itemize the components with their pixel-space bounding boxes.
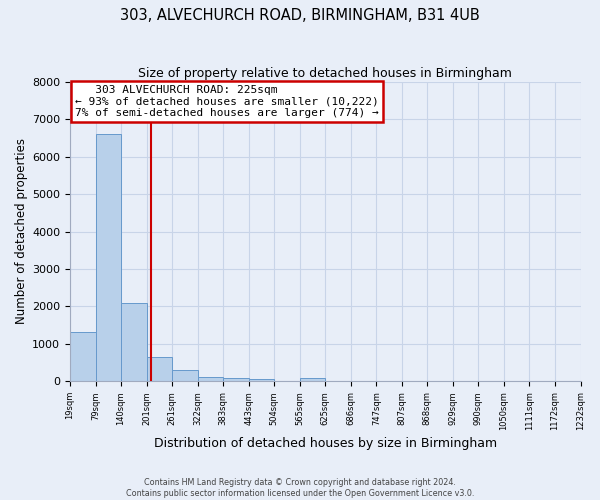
Bar <box>146 357 172 382</box>
Y-axis label: Number of detached properties: Number of detached properties <box>15 138 28 324</box>
Bar <box>223 378 248 382</box>
Bar <box>197 377 223 382</box>
Bar <box>300 378 325 382</box>
Bar <box>121 304 146 382</box>
Text: 303 ALVECHURCH ROAD: 225sqm   
← 93% of detached houses are smaller (10,222)
7% : 303 ALVECHURCH ROAD: 225sqm ← 93% of det… <box>75 84 379 118</box>
Bar <box>248 379 274 382</box>
Bar <box>95 134 121 382</box>
Text: 303, ALVECHURCH ROAD, BIRMINGHAM, B31 4UB: 303, ALVECHURCH ROAD, BIRMINGHAM, B31 4U… <box>120 8 480 22</box>
Bar <box>172 370 197 382</box>
Text: Contains HM Land Registry data © Crown copyright and database right 2024.
Contai: Contains HM Land Registry data © Crown c… <box>126 478 474 498</box>
X-axis label: Distribution of detached houses by size in Birmingham: Distribution of detached houses by size … <box>154 437 497 450</box>
Bar <box>70 332 95 382</box>
Title: Size of property relative to detached houses in Birmingham: Size of property relative to detached ho… <box>139 68 512 80</box>
